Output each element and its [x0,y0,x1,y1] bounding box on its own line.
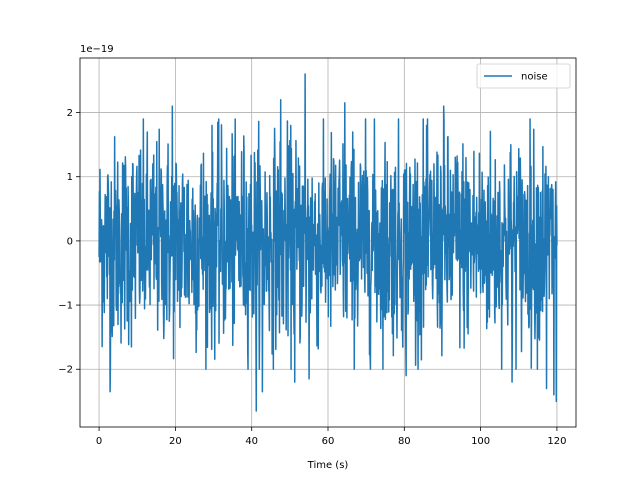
y-offset-label: 1e−19 [80,44,114,55]
x-tick-label: 20 [169,436,182,447]
y-tick-label: 1 [67,172,73,183]
y-tick-label: 0 [67,236,73,247]
x-axis-ticks: 0 20 40 60 80 100 120 [96,427,566,447]
x-tick-label: 60 [322,436,335,447]
legend: noise [476,63,571,89]
y-tick-label: 2 [67,108,73,119]
series-noise [98,73,558,412]
x-tick-label: 80 [398,436,411,447]
x-tick-label: 120 [547,436,566,447]
y-tick-label: −1 [58,301,73,312]
legend-box [476,63,571,89]
legend-label-noise: noise [521,72,548,83]
noise-line [98,73,558,412]
x-axis-label: Time (s) [307,460,349,471]
y-tick-label: −2 [58,365,73,376]
x-tick-label: 100 [471,436,490,447]
x-tick-label: 0 [96,436,102,447]
x-tick-label: 40 [245,436,258,447]
y-axis-ticks: −2 −1 0 1 2 [58,108,80,376]
